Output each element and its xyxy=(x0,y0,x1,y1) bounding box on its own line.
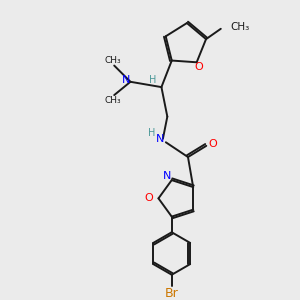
Text: O: O xyxy=(208,140,217,149)
Text: N: N xyxy=(163,171,172,181)
Text: CH₃: CH₃ xyxy=(104,56,121,65)
Text: H: H xyxy=(148,128,155,138)
Text: N: N xyxy=(122,75,130,85)
Text: O: O xyxy=(194,62,203,72)
Text: Br: Br xyxy=(165,286,178,299)
Text: CH₃: CH₃ xyxy=(104,96,121,105)
Text: N: N xyxy=(156,134,164,144)
Text: CH₃: CH₃ xyxy=(230,22,250,32)
Text: O: O xyxy=(144,194,153,203)
Text: H: H xyxy=(149,75,157,85)
